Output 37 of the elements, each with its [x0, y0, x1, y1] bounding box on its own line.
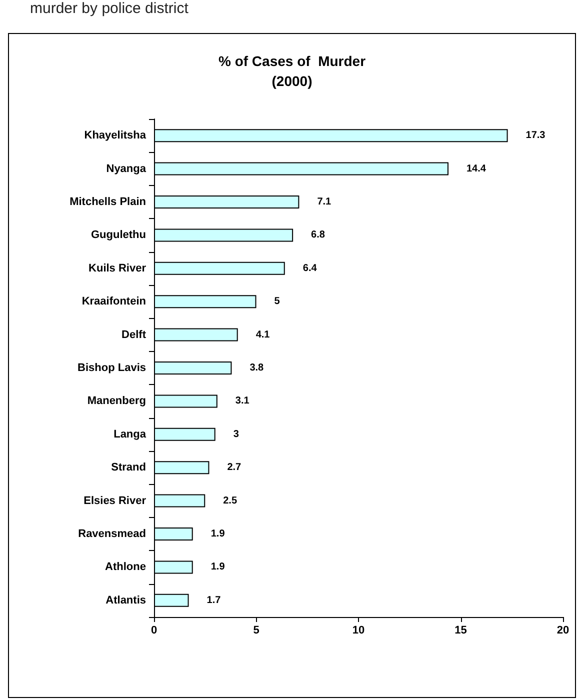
y-tick-label: Bishop Lavis	[78, 362, 146, 374]
y-tick-label: Nyanga	[106, 162, 147, 175]
data-label: 4.1	[256, 329, 270, 340]
y-tick-label: Langa	[114, 428, 147, 440]
chart-title: % of Cases of Murder (2000)	[218, 53, 366, 89]
y-tick-label: Strand	[111, 462, 146, 474]
data-label: 7.1	[317, 196, 332, 208]
y-tick-label: Khayelitsha	[84, 130, 147, 142]
y-tick-label: Gugulethu	[91, 229, 146, 242]
data-label: 1.9	[210, 562, 226, 573]
data-label: 2.5	[223, 495, 238, 506]
y-tick-label: Ravensmead	[78, 528, 146, 540]
x-tick-label: 0	[150, 624, 158, 636]
data-label: 6.4	[302, 262, 318, 274]
data-label: 14.4	[466, 163, 486, 174]
data-label: 6.8	[311, 230, 326, 241]
text: murder by police district	[30, 0, 188, 18]
x-tick-label: 10	[352, 624, 365, 636]
x-tick-label: 15	[454, 624, 467, 636]
y-tick-label: Kuils River	[88, 262, 147, 274]
y-tick-label: Kraaifontein	[82, 296, 146, 308]
data-label: 3.8	[250, 362, 264, 374]
y-tick-label: Manenberg	[87, 395, 146, 408]
y-tick-label: Athlone	[105, 561, 146, 574]
data-label: 2.7	[227, 462, 242, 474]
y-tick-label: Delft	[122, 328, 146, 341]
y-tick-label: Elsies River	[84, 494, 147, 507]
data-label: 3	[233, 428, 240, 440]
x-tick-label: 5	[253, 624, 260, 636]
y-tick-label: Mitchells Plain	[70, 196, 146, 208]
data-label: 17.3	[526, 130, 546, 142]
data-label: 1.9	[210, 528, 226, 540]
data-label: 3.1	[235, 396, 250, 407]
y-tick-label: Atlantis	[106, 594, 146, 606]
x-tick-label: 20	[556, 624, 570, 636]
data-label: 5	[274, 296, 280, 308]
data-label: 1.7	[206, 594, 222, 606]
